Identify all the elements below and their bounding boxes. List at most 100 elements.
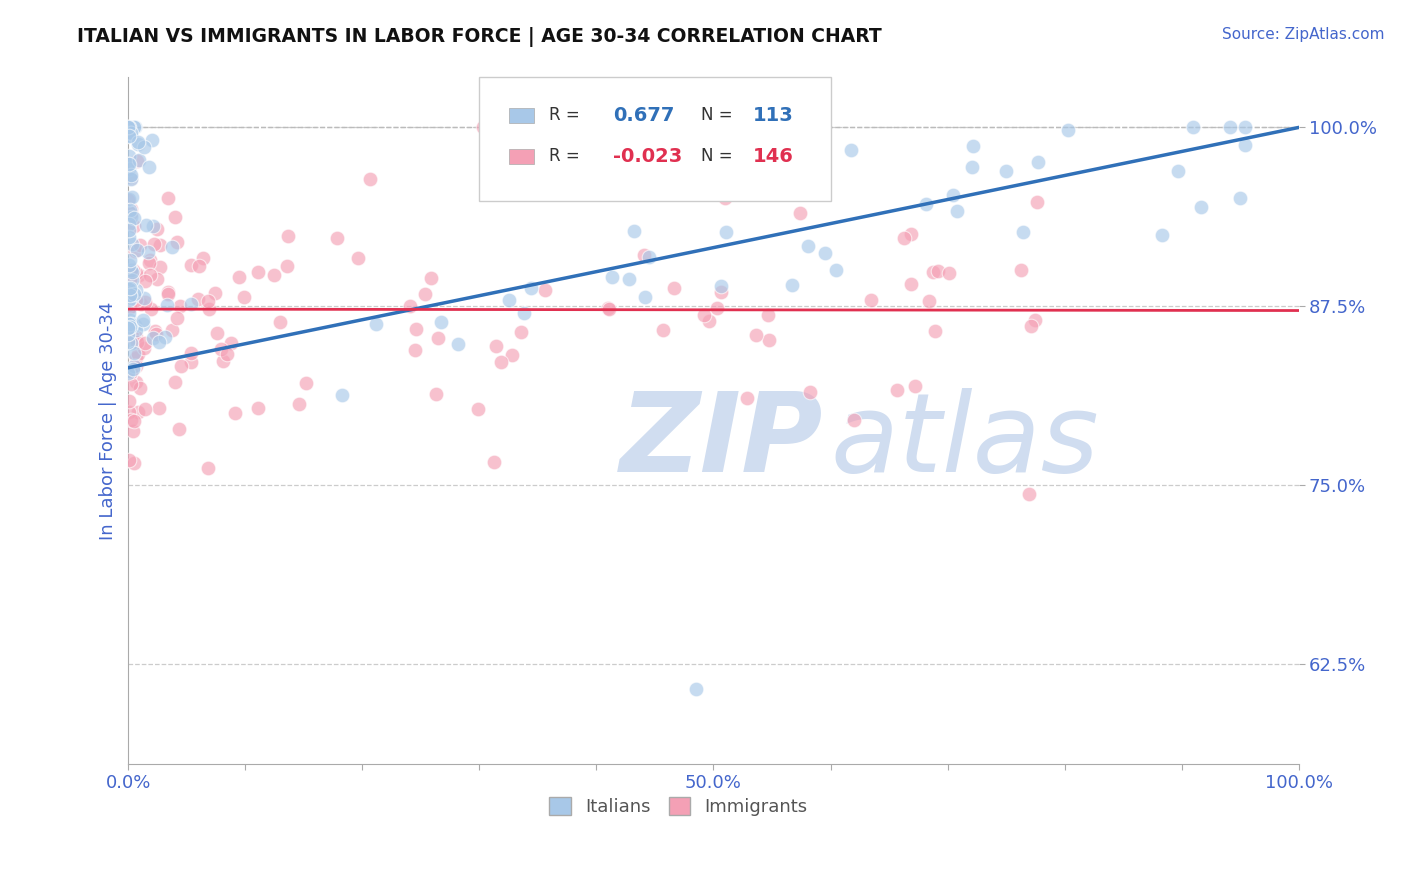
Point [228, 270, 250, 285]
Point [117, 334, 139, 349]
Point [122, 120, 145, 135]
Point [789, 205, 811, 219]
Point [924, 324, 946, 338]
Point [128, 268, 150, 283]
Point [520, 281, 543, 295]
Point [447, 337, 470, 351]
Point [118, 288, 141, 302]
Point [187, 292, 209, 306]
Point [844, 412, 866, 426]
Point [145, 326, 167, 341]
Point [693, 309, 716, 323]
Point [120, 336, 142, 351]
Point [709, 285, 731, 300]
Point [347, 251, 370, 265]
Point [162, 240, 184, 254]
Point [132, 291, 155, 305]
Point [247, 265, 270, 279]
Point [166, 311, 188, 326]
Point [915, 197, 938, 211]
Point [120, 128, 142, 143]
Point [117, 298, 139, 312]
Point [1219, 120, 1241, 135]
Point [191, 251, 214, 265]
Point [121, 273, 143, 287]
Point [918, 294, 941, 309]
Point [143, 237, 166, 252]
Point [744, 328, 766, 343]
Point [735, 392, 758, 406]
Point [211, 354, 233, 368]
Point [118, 157, 141, 171]
Point [276, 259, 298, 273]
Point [117, 217, 139, 231]
Text: 0.677: 0.677 [613, 105, 675, 125]
Point [118, 223, 141, 237]
Point [117, 120, 139, 135]
Point [120, 252, 142, 267]
Point [124, 359, 146, 373]
Point [122, 362, 145, 376]
Point [117, 258, 139, 272]
Point [118, 300, 141, 314]
Point [125, 351, 148, 366]
Point [120, 376, 142, 391]
Point [246, 401, 269, 416]
Point [204, 286, 226, 301]
Text: N =: N = [700, 106, 733, 124]
Point [139, 301, 162, 316]
Point [512, 306, 534, 320]
Point [120, 126, 142, 140]
Point [121, 236, 143, 251]
Point [127, 347, 149, 361]
Point [714, 191, 737, 205]
Point [404, 343, 426, 357]
Point [207, 326, 229, 340]
Point [120, 281, 142, 295]
Point [156, 191, 179, 205]
Point [714, 225, 737, 239]
Point [139, 268, 162, 282]
Point [120, 320, 142, 334]
Point [118, 282, 141, 296]
Point [127, 136, 149, 151]
Point [128, 153, 150, 168]
Point [1182, 120, 1205, 135]
Point [118, 289, 141, 303]
Point [1026, 155, 1049, 169]
Point [120, 203, 142, 218]
Point [596, 301, 619, 315]
Point [489, 354, 512, 368]
Point [122, 211, 145, 225]
Text: Source: ZipAtlas.com: Source: ZipAtlas.com [1222, 27, 1385, 42]
Point [125, 153, 148, 168]
Point [125, 243, 148, 257]
Point [142, 331, 165, 345]
Point [796, 238, 818, 252]
Point [125, 283, 148, 297]
Point [533, 283, 555, 297]
Point [600, 270, 623, 285]
Point [125, 330, 148, 344]
Point [484, 339, 506, 353]
Point [501, 348, 523, 362]
Point [160, 323, 183, 337]
Text: N =: N = [700, 147, 733, 165]
Point [295, 376, 318, 390]
Point [125, 266, 148, 280]
Point [1011, 225, 1033, 239]
Point [135, 218, 157, 232]
Point [166, 235, 188, 249]
Point [799, 384, 821, 399]
Point [120, 367, 142, 381]
Point [134, 295, 156, 310]
Point [156, 285, 179, 299]
Point [1019, 319, 1042, 334]
Point [128, 238, 150, 252]
Point [617, 272, 640, 286]
Point [1229, 191, 1251, 205]
Point [839, 143, 862, 157]
Point [120, 412, 142, 426]
Point [122, 346, 145, 360]
Point [922, 265, 945, 279]
